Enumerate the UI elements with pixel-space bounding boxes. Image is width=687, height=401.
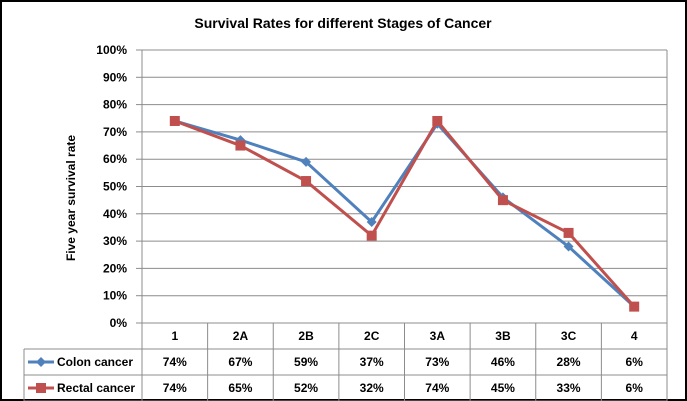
table-cell: 46% bbox=[491, 355, 515, 369]
data-point bbox=[36, 357, 46, 367]
y-tick-labels: 0% 10% 20% 30% 40% 50% 60% 70% 80% 90% 100% bbox=[96, 43, 127, 330]
y-tick-label: 50% bbox=[103, 180, 127, 194]
y-tick-label: 90% bbox=[103, 70, 127, 84]
series-path bbox=[174, 119, 636, 308]
table-cell: 28% bbox=[557, 355, 581, 369]
chart-title: Survival Rates for different Stages of C… bbox=[194, 15, 492, 31]
x-tick-label: 2C bbox=[364, 329, 380, 343]
table-cell: 59% bbox=[294, 355, 318, 369]
table-cell: 74% bbox=[163, 355, 187, 369]
legend-entry: Colon cancer bbox=[28, 355, 133, 369]
table-cell: 37% bbox=[360, 355, 384, 369]
data-point bbox=[497, 195, 508, 206]
data-point bbox=[563, 241, 574, 252]
y-tick-label: 60% bbox=[103, 152, 127, 166]
data-point bbox=[301, 176, 312, 187]
table-cell: 74% bbox=[425, 381, 449, 395]
data-point bbox=[301, 156, 312, 167]
series-path bbox=[174, 119, 636, 308]
data-point bbox=[235, 140, 246, 151]
y-tick-label: 20% bbox=[103, 261, 127, 275]
table-cell: 33% bbox=[557, 381, 581, 395]
table-cell: 73% bbox=[425, 355, 449, 369]
legend-entry: Rectal cancer bbox=[28, 381, 135, 395]
legend-label: Rectal cancer bbox=[57, 381, 135, 395]
x-tick-label: 3B bbox=[495, 329, 511, 343]
series-line bbox=[169, 115, 640, 312]
y-tick-label: 0% bbox=[110, 316, 128, 330]
y-tick-label: 80% bbox=[103, 98, 127, 112]
table-cell: 52% bbox=[294, 381, 318, 395]
x-tick-label: 2A bbox=[233, 329, 249, 343]
x-tick-label: 3A bbox=[430, 329, 446, 343]
gridlines bbox=[136, 49, 668, 324]
data-point bbox=[366, 216, 377, 227]
x-tick-label: 1 bbox=[171, 329, 178, 343]
data-table: 1 2A 2B 2C 3A 3B 3C 4 Colon cancer 74% 67% 59% 37% 73… bbox=[23, 322, 668, 401]
data-point bbox=[169, 115, 180, 126]
x-tick-label: 3C bbox=[561, 329, 577, 343]
table-cell: 67% bbox=[228, 355, 252, 369]
data-point bbox=[563, 227, 574, 238]
x-tick-label: 4 bbox=[631, 329, 638, 343]
data-point bbox=[629, 301, 640, 312]
table-cell: 65% bbox=[228, 381, 252, 395]
table-cell: 6% bbox=[626, 381, 644, 395]
y-axis-label: Five year survival rate bbox=[64, 135, 78, 261]
data-point bbox=[432, 115, 443, 126]
y-tick-label: 70% bbox=[103, 125, 127, 139]
table-cell: 6% bbox=[626, 355, 644, 369]
table-cell: 45% bbox=[491, 381, 515, 395]
y-tick-label: 40% bbox=[103, 207, 127, 221]
series-layer bbox=[169, 115, 640, 312]
data-point bbox=[36, 383, 46, 393]
y-tick-label: 30% bbox=[103, 234, 127, 248]
y-tick-label: 10% bbox=[103, 289, 127, 303]
y-tick-label: 100% bbox=[96, 43, 127, 57]
table-cell: 32% bbox=[360, 381, 384, 395]
x-tick-label: 2B bbox=[298, 329, 314, 343]
table-cell: 74% bbox=[163, 381, 187, 395]
legend-label: Colon cancer bbox=[57, 355, 133, 369]
data-point bbox=[366, 230, 377, 241]
